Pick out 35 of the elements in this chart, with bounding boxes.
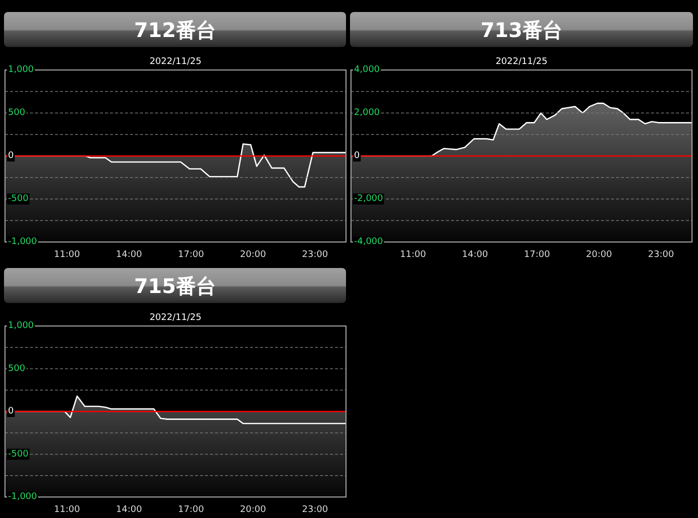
y-tick-label: 4,000 bbox=[354, 65, 380, 75]
x-tick-label: 23:00 bbox=[302, 505, 328, 515]
x-tick-label: 17:00 bbox=[178, 505, 204, 515]
x-tick-label: 17:00 bbox=[524, 250, 550, 260]
y-tick-label: 500 bbox=[8, 364, 26, 374]
y-tick-label: -500 bbox=[8, 449, 29, 460]
y-tick-label: -1,000 bbox=[8, 237, 38, 247]
chart-title: 713番台 bbox=[480, 18, 562, 42]
chart-subtitle: 2022/11/25 bbox=[150, 57, 202, 67]
y-tick-label: 1,000 bbox=[8, 321, 34, 331]
x-tick-label: 14:00 bbox=[462, 250, 488, 260]
x-tick-label: 17:00 bbox=[178, 250, 204, 260]
chart-subtitle: 2022/11/25 bbox=[496, 57, 548, 67]
y-tick-label: 0 bbox=[354, 151, 360, 161]
y-tick-label: -500 bbox=[8, 194, 29, 204]
x-tick-label: 11:00 bbox=[400, 250, 426, 260]
x-tick-label: 11:00 bbox=[54, 505, 80, 515]
x-tick-label: 23:00 bbox=[302, 250, 328, 260]
y-tick-label: -2,000 bbox=[354, 194, 384, 204]
x-tick-label: 11:00 bbox=[54, 250, 80, 260]
x-tick-label: 20:00 bbox=[240, 250, 266, 260]
y-tick-label: 1,000 bbox=[8, 65, 34, 75]
y-tick-label: -4,000 bbox=[354, 237, 384, 247]
chart-title: 712番台 bbox=[134, 18, 216, 42]
y-tick-label: -1,000 bbox=[8, 492, 38, 502]
y-tick-label: 2,000 bbox=[354, 108, 380, 118]
chart-title: 715番台 bbox=[134, 274, 216, 298]
x-tick-label: 14:00 bbox=[116, 250, 142, 260]
x-tick-label: 23:00 bbox=[648, 250, 674, 260]
y-tick-label: 500 bbox=[8, 108, 26, 118]
x-tick-label: 14:00 bbox=[116, 505, 142, 515]
x-tick-label: 20:00 bbox=[240, 505, 266, 515]
y-tick-label: 0 bbox=[8, 406, 14, 416]
x-tick-label: 20:00 bbox=[586, 250, 612, 260]
chart-subtitle: 2022/11/25 bbox=[150, 313, 202, 323]
